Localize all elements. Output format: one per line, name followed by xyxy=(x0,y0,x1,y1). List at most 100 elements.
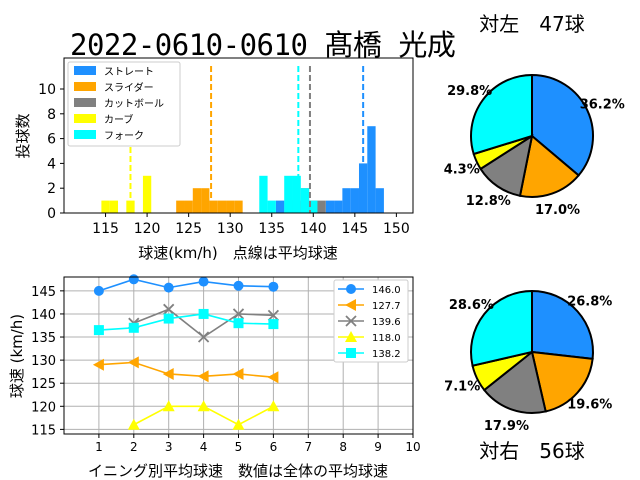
line-point-cutball xyxy=(232,308,245,320)
hist-ytick-label: 8 xyxy=(47,107,56,123)
line-legend-label-cutball: 139.6 xyxy=(372,317,401,328)
line-point-cutball-stroke xyxy=(232,308,245,320)
hist-bar-curve xyxy=(101,200,110,213)
line-point-cutball-stroke xyxy=(267,309,280,321)
hist-bar-curve xyxy=(142,175,152,213)
line-legend-marker-fork xyxy=(346,348,356,358)
line-point-fork xyxy=(93,325,104,336)
hist-ytick-label: 4 xyxy=(47,156,56,172)
line-point-slider xyxy=(267,371,279,384)
pie1-label-curve: 4.3% xyxy=(444,163,480,178)
hist-legend-label-slider: スライダー xyxy=(104,81,154,94)
line-xtick-label: 2 xyxy=(130,440,138,454)
hist-x-axis-label: 球速(km/h) 点線は平均球速 xyxy=(138,244,338,262)
line-xtick-label: 3 xyxy=(165,440,173,454)
line-ytick-label: 125 xyxy=(31,377,56,392)
line-series-fork xyxy=(98,313,274,331)
hist-bar-straight xyxy=(350,188,359,213)
line-point-straight xyxy=(128,274,139,285)
hist-bar-slider xyxy=(209,200,218,213)
pie1-label-cutball: 12.8% xyxy=(466,194,511,209)
line-ytick-label: 135 xyxy=(31,331,56,346)
line-legend-marker-straight xyxy=(346,284,356,294)
line-ytick-label: 130 xyxy=(31,354,56,369)
line-xtick-label: 10 xyxy=(405,440,420,454)
hist-bar-straight xyxy=(375,188,384,213)
line-point-straight xyxy=(163,282,174,293)
line-xtick-label: 4 xyxy=(200,440,208,454)
hist-xtick-label: 135 xyxy=(258,221,285,237)
hist-bar-fork xyxy=(267,200,276,213)
hist-bar-slider xyxy=(226,200,235,213)
hist-legend-swatch-slider xyxy=(74,82,96,91)
line-point-straight xyxy=(233,280,244,291)
line-legend-label-fork: 138.2 xyxy=(372,349,401,360)
hist-bar-slider xyxy=(217,200,227,213)
line-point-cutball xyxy=(197,331,210,343)
hist-bar-straight xyxy=(334,200,343,213)
line-point-curve xyxy=(267,400,280,412)
hist-xtick-label: 140 xyxy=(300,221,327,237)
line-xtick-label: 6 xyxy=(270,440,278,454)
line-legend-marker-cutball-stroke xyxy=(345,315,357,327)
line-xtick-label: 7 xyxy=(304,440,312,454)
hist-ytick-label: 6 xyxy=(47,132,56,148)
hist-bar-fork xyxy=(284,175,293,213)
hist-bar-fork xyxy=(309,200,318,213)
line-point-curve xyxy=(127,418,140,430)
hist-xtick-label: 130 xyxy=(217,221,244,237)
hist-legend-label-cutball: カットボール xyxy=(104,98,164,110)
page-title: 2022-0610-0610 髙橋 光成 xyxy=(70,28,456,62)
line-point-slider xyxy=(197,370,209,383)
hist-xtick-label: 145 xyxy=(341,221,368,237)
pie2-label-curve: 7.1% xyxy=(444,380,480,395)
pie2-label-slider: 19.6% xyxy=(567,398,612,413)
pie2-slice-fork xyxy=(470,289,533,367)
line-y-axis-label: 球速 (km/h) xyxy=(8,314,26,398)
line-ytick-label: 140 xyxy=(31,308,56,323)
line-point-fork xyxy=(128,322,139,333)
line-point-cutball-stroke xyxy=(163,303,175,315)
line-point-fork xyxy=(268,319,279,330)
pie2-slice-slider xyxy=(530,350,594,413)
line-point-fork xyxy=(198,308,209,319)
hist-bar-fork xyxy=(292,175,301,213)
line-xtick-label: 5 xyxy=(235,440,243,454)
hist-bar-fork xyxy=(300,188,310,213)
pie1-label-slider: 17.0% xyxy=(535,203,580,218)
line-point-curve xyxy=(197,400,210,412)
line-point-straight xyxy=(268,281,279,292)
line-point-straight xyxy=(93,285,104,296)
line-legend-label-curve: 118.0 xyxy=(372,333,401,344)
hist-legend-swatch-straight xyxy=(74,66,96,75)
hist-bar-slider xyxy=(184,200,193,213)
pie2-slice-straight xyxy=(531,289,594,360)
hist-bar-slider xyxy=(176,200,185,213)
line-point-slider xyxy=(232,367,244,380)
hist-bar-slider xyxy=(234,200,243,213)
pie2-label-fork: 28.6% xyxy=(449,298,494,313)
pie2-slice-cutball xyxy=(482,350,547,414)
pie2-title: 対右 56球 xyxy=(479,439,584,463)
hist-legend-swatch-curve xyxy=(74,114,96,123)
line-x-axis-label: イニング別平均球速 数値は全体の平均球速 xyxy=(88,462,388,480)
hist-bar-curve xyxy=(109,200,119,213)
hist-bar-straight xyxy=(275,200,285,213)
hist-y-axis-label: 投球数 xyxy=(14,113,32,158)
hist-legend-label-fork: フォーク xyxy=(104,130,144,142)
line-series-straight xyxy=(98,278,274,292)
line-point-cutball xyxy=(267,309,280,321)
pie2-label-cutball: 17.9% xyxy=(484,419,529,434)
hist-xtick-label: 115 xyxy=(92,221,119,237)
pie1-slice-straight xyxy=(531,73,594,177)
line-point-fork xyxy=(233,318,244,329)
line-point-cutball-stroke xyxy=(197,331,210,343)
hist-bar-fork xyxy=(259,175,268,213)
pie1-slice-slider xyxy=(518,134,581,198)
histogram-frame xyxy=(63,57,414,214)
line-ytick-label: 115 xyxy=(31,423,56,438)
hist-bar-straight xyxy=(342,188,351,213)
line-ytick-label: 145 xyxy=(31,285,56,300)
hist-xtick-label: 150 xyxy=(383,221,410,237)
